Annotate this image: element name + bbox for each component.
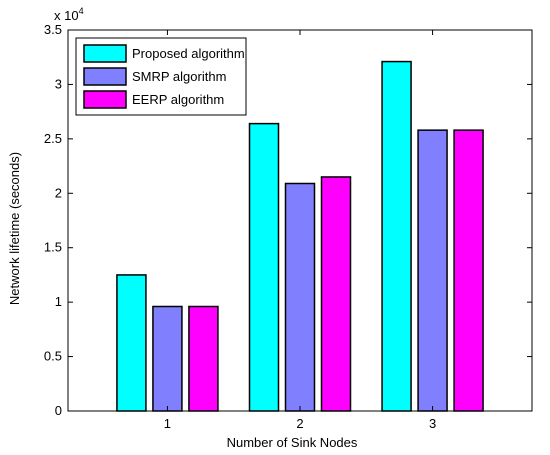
y-tick-label: 0.5 (44, 349, 62, 364)
y-tick-label: 2 (55, 185, 62, 200)
y-axis-multiplier: x 104 (54, 6, 84, 23)
x-axis-ticks: 1 2 3 (164, 30, 436, 431)
legend-swatch (83, 44, 127, 63)
x-tick-label: 1 (164, 416, 171, 431)
y-axis-label: Network lifetime (seconds) (7, 152, 22, 305)
bar-eerp-2 (320, 176, 352, 412)
y-tick-label: 0 (55, 403, 62, 418)
bar-eerp-1 (188, 305, 219, 412)
x-tick-label: 3 (429, 416, 436, 431)
bars-group (116, 60, 484, 412)
y-tick-label: 3.5 (44, 22, 62, 37)
legend-label: Proposed algorithm (132, 46, 245, 61)
y-tick-label: 3 (55, 76, 62, 91)
x-axis-label: Number of Sink Nodes (227, 435, 358, 450)
legend-swatch (83, 67, 127, 86)
y-tick-label: 1 (55, 294, 62, 309)
bar-proposed-3 (381, 60, 412, 412)
y-tick-label: 2.5 (44, 131, 62, 146)
bar-smrp-3 (417, 129, 448, 412)
legend-swatch (83, 90, 127, 109)
bar-smrp-2 (284, 182, 316, 412)
bar-eerp-3 (453, 129, 484, 412)
x-tick-label: 2 (296, 416, 303, 431)
y-axis-ticks: 0 0.5 1 1.5 2 2.5 3 3.5 (44, 22, 532, 418)
bar-proposed-1 (116, 274, 147, 412)
legend-label: SMRP algorithm (132, 69, 226, 84)
legend: Proposed algorithm SMRP algorithm EERP alg… (75, 37, 247, 116)
y-tick-label: 1.5 (44, 240, 62, 255)
bar-smrp-1 (152, 305, 183, 412)
bar-proposed-2 (248, 122, 280, 412)
legend-label: EERP algorithm (132, 92, 224, 107)
